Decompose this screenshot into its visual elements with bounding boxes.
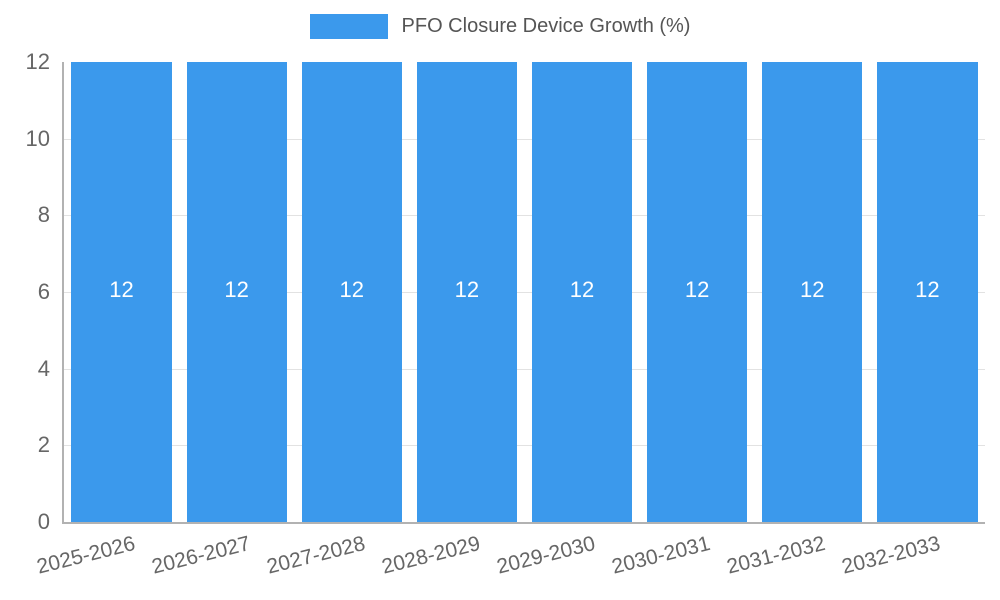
bar-2026-2027[interactable]: 12 [186, 62, 287, 522]
x-axis-tick-label: 2030-2031 [609, 532, 713, 579]
bar-value-label: 12 [454, 277, 480, 302]
bar-2030-2031[interactable]: 12 [647, 62, 748, 522]
x-axis-tick-label: 2031-2032 [724, 532, 828, 579]
bar-2031-2032[interactable]: 12 [762, 62, 863, 522]
bar-2028-2029[interactable]: 12 [416, 62, 517, 522]
bar-2029-2030[interactable]: 12 [531, 62, 633, 522]
x-axis-tick-label: 2026-2027 [149, 532, 253, 579]
bar-value-label: 12 [339, 277, 365, 302]
y-axis-tick-label: 6 [37, 279, 50, 304]
bar-2027-2028[interactable]: 12 [301, 62, 402, 522]
y-axis-tick-label: 10 [25, 125, 50, 151]
x-axis-tick-label: 2028-2029 [379, 532, 483, 579]
gridline [64, 215, 985, 217]
x-axis-tick-label: 2032-2033 [839, 532, 944, 579]
y-axis-tick-label: 4 [37, 355, 50, 381]
bar-2025-2026[interactable]: 12 [71, 62, 172, 522]
bar-value-label: 12 [569, 277, 595, 302]
y-axis-tick-label: 8 [37, 202, 50, 228]
y-axis-tick-label: 0 [37, 509, 50, 534]
legend-label: PFO Closure Device Growth (%) [401, 14, 691, 37]
chart-legend[interactable]: PFO Closure Device Growth (%) [0, 10, 1000, 42]
bar-value-label: 12 [224, 277, 249, 302]
bar-2032-2033[interactable]: 12 [877, 62, 978, 522]
gridline [64, 292, 985, 293]
gridline [64, 138, 985, 140]
bar-value-label: 12 [915, 277, 940, 302]
y-axis-tick-label: 12 [25, 49, 50, 74]
legend-swatch [309, 13, 388, 39]
bar-value-label: 12 [109, 277, 134, 302]
gridline [64, 368, 985, 370]
y-axis-tick-label: 2 [37, 432, 50, 458]
y-axis: 0 2 4 6 8 10 12 [0, 49, 50, 534]
bar-value-label: 12 [800, 277, 825, 302]
plot-area: 12 12 12 12 12 12 12 12 [62, 62, 985, 524]
x-axis-tick-label: 2025-2026 [34, 532, 138, 579]
x-axis-tick-label: 2027-2028 [264, 532, 368, 579]
x-axis-tick-label: 2029-2030 [494, 532, 598, 579]
gridline [64, 445, 985, 447]
bar-value-label: 12 [684, 277, 710, 302]
